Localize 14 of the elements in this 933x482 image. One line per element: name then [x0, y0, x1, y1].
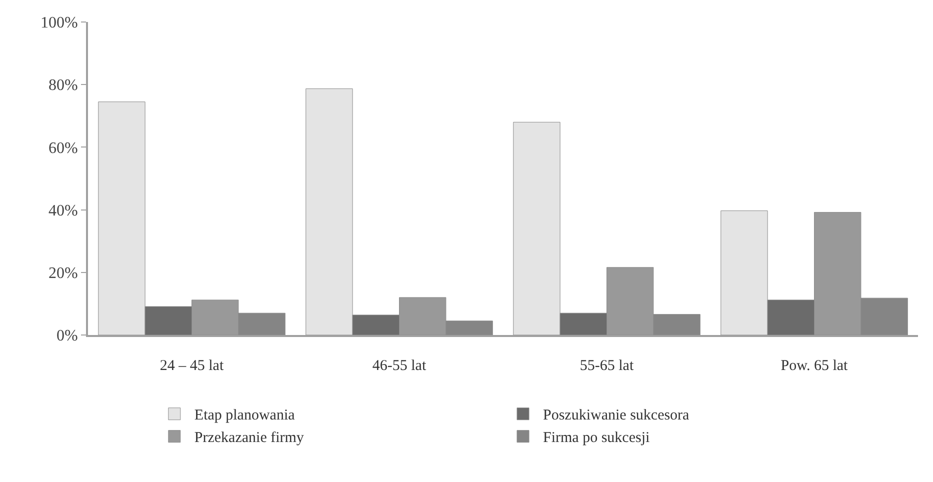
legend-label: Poszukiwanie sukcesora	[543, 408, 690, 424]
x-tick-label: 24 – 45 lat	[160, 358, 224, 374]
y-tick-label: 0%	[56, 328, 78, 345]
x-tick-label: Pow. 65 lat	[780, 358, 849, 374]
y-tick-label: 60%	[48, 140, 78, 157]
y-tick-label: 100%	[40, 14, 78, 32]
legend-label: Przekazanie firmy	[194, 430, 304, 446]
y-tick-label: 20%	[48, 265, 78, 282]
y-tick-label: 40%	[48, 202, 78, 220]
legend-label: Etap planowania	[194, 408, 296, 424]
x-tick-label: 55-65 lat	[580, 358, 634, 374]
legend-label: Firma po sukcesji	[543, 430, 650, 446]
x-tick-label: 46-55 lat	[372, 358, 427, 374]
y-tick-label: 80%	[48, 77, 78, 94]
